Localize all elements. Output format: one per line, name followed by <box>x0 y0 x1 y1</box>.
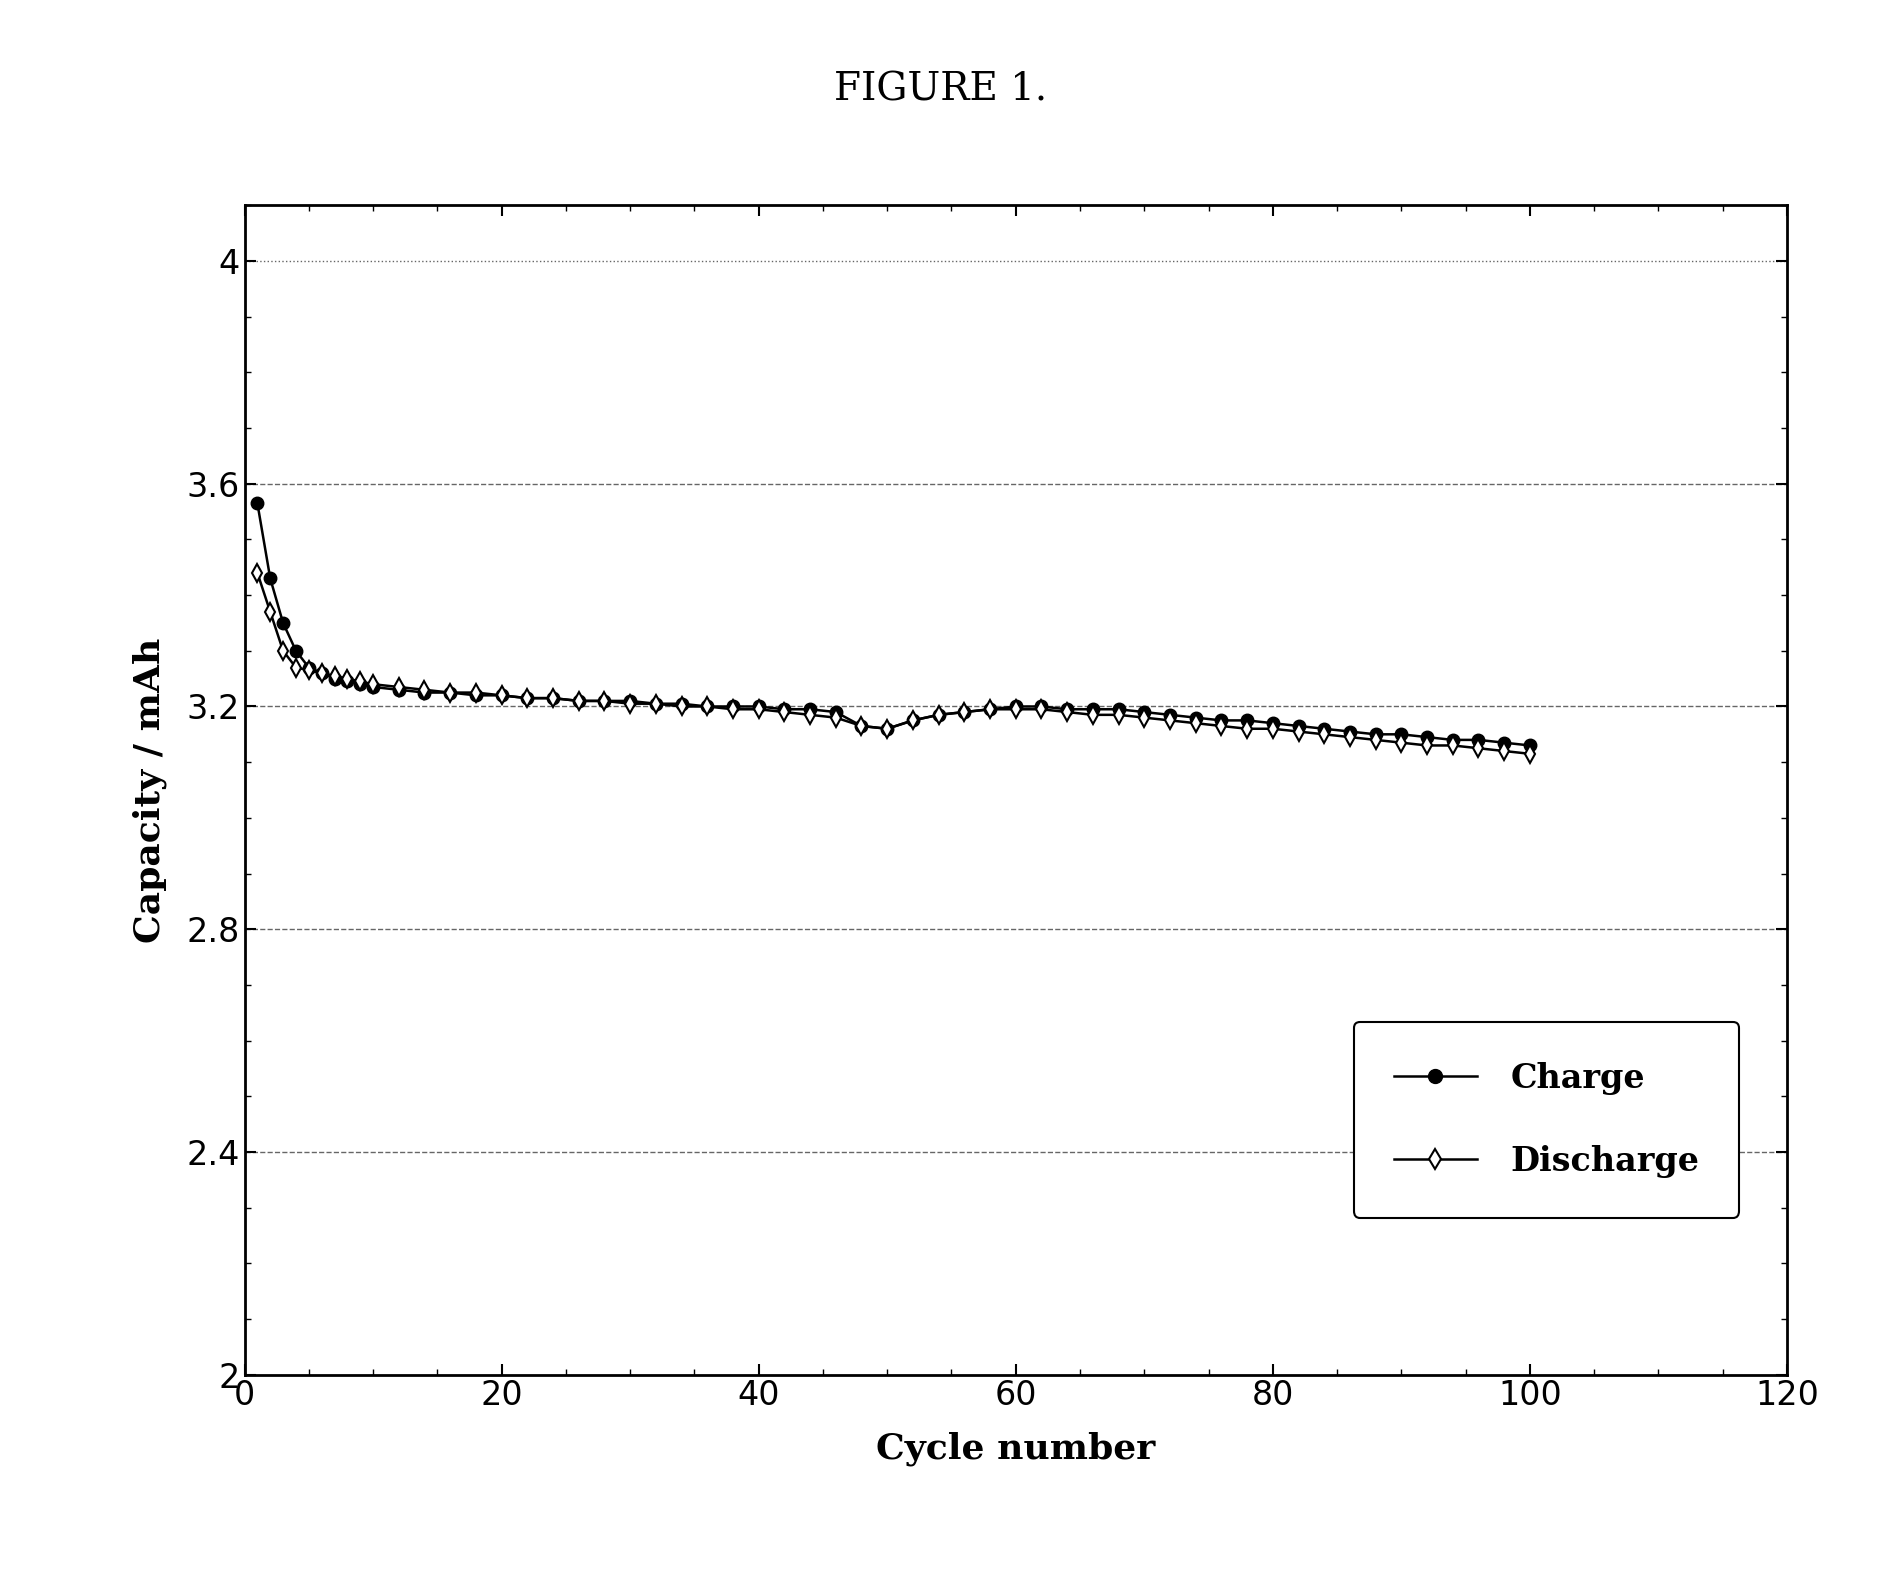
Line: Charge: Charge <box>252 498 1536 752</box>
Line: Discharge: Discharge <box>252 567 1536 760</box>
Discharge <box>464 683 487 702</box>
Charge <box>645 694 667 713</box>
Legend: Charge, Discharge: Charge, Discharge <box>1354 1022 1739 1218</box>
Text: FIGURE 1.: FIGURE 1. <box>833 71 1047 107</box>
Discharge <box>1493 741 1515 760</box>
Charge <box>387 681 410 700</box>
Discharge <box>387 678 410 697</box>
Discharge <box>323 667 346 686</box>
Charge <box>1517 736 1540 755</box>
Discharge <box>645 694 667 713</box>
Y-axis label: Capacity / mAh: Capacity / mAh <box>132 637 167 943</box>
Charge <box>323 670 346 689</box>
Charge <box>1363 725 1386 744</box>
Discharge <box>246 564 269 583</box>
X-axis label: Cycle number: Cycle number <box>876 1431 1154 1466</box>
Discharge <box>1517 744 1540 763</box>
Charge <box>246 495 269 514</box>
Charge <box>1493 733 1515 752</box>
Discharge <box>1363 730 1386 749</box>
Charge <box>464 686 487 705</box>
